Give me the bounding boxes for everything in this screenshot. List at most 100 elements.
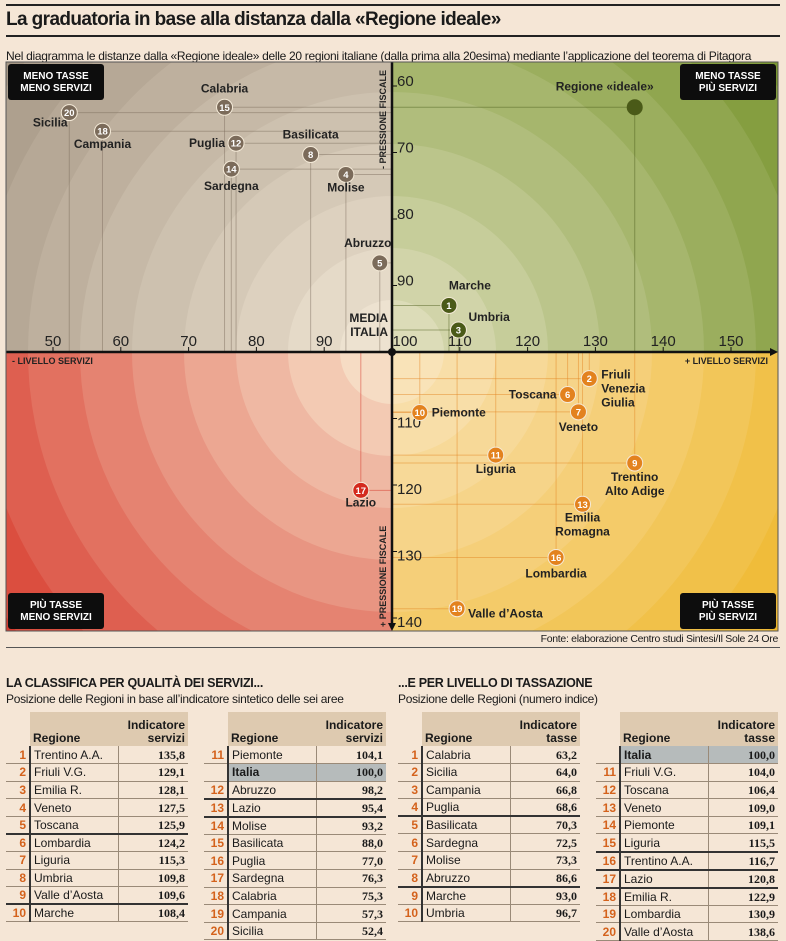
region-cell: Umbria bbox=[422, 904, 511, 923]
rank-cell: 11 bbox=[596, 763, 621, 782]
rank-cell: 3 bbox=[6, 781, 31, 800]
region-cell: Valle d’Aosta bbox=[30, 886, 119, 906]
point-rank: 4 bbox=[343, 170, 349, 181]
services-subtitle: Posizione delle Regioni in base all’indi… bbox=[6, 692, 344, 706]
rank-cell: 2 bbox=[398, 763, 423, 782]
quadrant-label: PIÙ SERVIZI bbox=[699, 81, 757, 94]
table-row: 7 Liguria 115,3 bbox=[6, 851, 188, 870]
rank-cell: 13 bbox=[204, 798, 229, 818]
rank-cell: 8 bbox=[398, 869, 423, 888]
value-cell: 109,1 bbox=[708, 816, 778, 835]
point-label: Alto Adige bbox=[605, 484, 665, 498]
point-marker bbox=[352, 481, 370, 499]
x-axis-label-plus: + LIVELLO SERVIZI bbox=[685, 356, 768, 366]
column-header bbox=[398, 712, 422, 746]
table-row: 7 Molise 73,3 bbox=[398, 851, 580, 870]
quadrant-label: PIÙ SERVIZI bbox=[699, 610, 757, 623]
table-row: Italia 100,0 bbox=[204, 763, 386, 782]
value-cell: 72,5 bbox=[510, 833, 580, 853]
data-point-16: 16 Lombardia bbox=[525, 548, 587, 580]
media-italia-label: ITALIA bbox=[350, 325, 388, 339]
title-rule bbox=[6, 35, 780, 37]
rank-cell: 2 bbox=[6, 763, 31, 782]
value-cell: 88,0 bbox=[316, 834, 386, 853]
point-rank: 7 bbox=[576, 407, 581, 418]
table-row: 12 Abruzzo 98,2 bbox=[204, 781, 386, 800]
value-cell: 138,6 bbox=[708, 922, 778, 941]
point-label: Puglia bbox=[189, 136, 225, 150]
point-label: Marche bbox=[449, 278, 491, 292]
point-label: Friuli bbox=[601, 368, 630, 382]
value-cell: 130,9 bbox=[708, 905, 778, 924]
rank-cell: 1 bbox=[6, 746, 31, 765]
data-point-15: 15 Calabria bbox=[201, 81, 249, 116]
region-cell: Friuli V.G. bbox=[620, 763, 709, 782]
rank-cell: 11 bbox=[204, 746, 229, 765]
rank-cell: 20 bbox=[204, 922, 229, 941]
quadrant-background bbox=[6, 62, 392, 352]
table-row: 19 Lombardia 130,9 bbox=[596, 905, 778, 924]
point-rank: 15 bbox=[219, 103, 230, 114]
region-cell: Puglia bbox=[422, 798, 511, 818]
quadrant-label: MENO SERVIZI bbox=[20, 612, 92, 623]
data-point-8: 8 Basilicata bbox=[283, 127, 339, 163]
rank-cell: 6 bbox=[6, 833, 31, 853]
top-rule bbox=[6, 4, 780, 6]
rank-cell: 7 bbox=[398, 851, 423, 870]
rank-cell: 1 bbox=[398, 746, 423, 765]
point-marker bbox=[411, 404, 429, 422]
value-cell: 135,8 bbox=[118, 746, 188, 765]
services-table-left: Regione Indicatore servizi 1 Trentino A.A. 1… bbox=[6, 712, 188, 923]
x-tick-label: 120 bbox=[515, 333, 540, 350]
rank-cell: 10 bbox=[398, 904, 423, 923]
column-header bbox=[6, 712, 30, 746]
point-marker bbox=[227, 134, 245, 152]
region-cell: Lombardia bbox=[30, 833, 119, 853]
column-header: Indicatore tasse bbox=[510, 712, 580, 746]
point-label: Liguria bbox=[476, 462, 516, 476]
point-rank: 11 bbox=[491, 451, 502, 462]
y-tick-label: 80 bbox=[397, 206, 414, 223]
y-axis-label-plus: + PRESSIONE FISCALE bbox=[378, 526, 388, 627]
rank-cell: 5 bbox=[6, 816, 31, 835]
ideal-point-marker bbox=[626, 99, 643, 116]
table-row: 8 Umbria 109,8 bbox=[6, 869, 188, 888]
value-cell: 86,6 bbox=[510, 869, 580, 888]
region-cell: Sardegna bbox=[228, 869, 317, 888]
rank-cell: 18 bbox=[204, 887, 229, 906]
x-tick-label: 150 bbox=[718, 333, 743, 350]
column-header: Regione bbox=[30, 712, 118, 746]
region-cell: Basilicata bbox=[228, 834, 317, 853]
y-tick-label: 70 bbox=[397, 140, 414, 157]
region-cell: Calabria bbox=[422, 746, 511, 765]
quadrant-label: MENO SERVIZI bbox=[20, 83, 92, 94]
value-cell: 77,0 bbox=[316, 851, 386, 871]
x-tick-label: 60 bbox=[112, 333, 129, 350]
point-marker bbox=[569, 403, 587, 421]
point-marker bbox=[449, 321, 467, 339]
point-label: Campania bbox=[74, 137, 132, 151]
rank-cell: 9 bbox=[6, 886, 31, 906]
point-label: Toscana bbox=[509, 388, 557, 402]
rank-cell: 10 bbox=[6, 904, 31, 923]
table-header: Regione Indicatore servizi bbox=[6, 712, 188, 746]
rank-cell: 20 bbox=[596, 922, 621, 941]
data-point-19: 19 Valle d’Aosta bbox=[448, 600, 543, 621]
region-cell: Marche bbox=[30, 904, 119, 923]
region-cell: Marche bbox=[422, 886, 511, 905]
table-row: 16 Trentino A.A. 116,7 bbox=[596, 851, 778, 871]
rank-cell: 15 bbox=[596, 833, 621, 853]
chart-frame bbox=[5, 61, 779, 632]
point-rank: 5 bbox=[377, 258, 383, 269]
services-title: LA CLASSIFICA PER QUALITÀ DEI SERVIZI... bbox=[6, 676, 264, 690]
value-cell: 116,7 bbox=[708, 851, 778, 871]
point-marker bbox=[371, 254, 389, 272]
rank-cell: 4 bbox=[398, 798, 423, 818]
point-marker bbox=[626, 454, 644, 472]
taxes-table-right: Regione Indicatore tasse Italia 100,0 11 Friu… bbox=[596, 712, 778, 941]
value-cell: 104,0 bbox=[708, 763, 778, 782]
x-tick-label: 140 bbox=[651, 333, 676, 350]
value-cell: 115,5 bbox=[708, 833, 778, 853]
rank-cell: 16 bbox=[204, 851, 229, 871]
